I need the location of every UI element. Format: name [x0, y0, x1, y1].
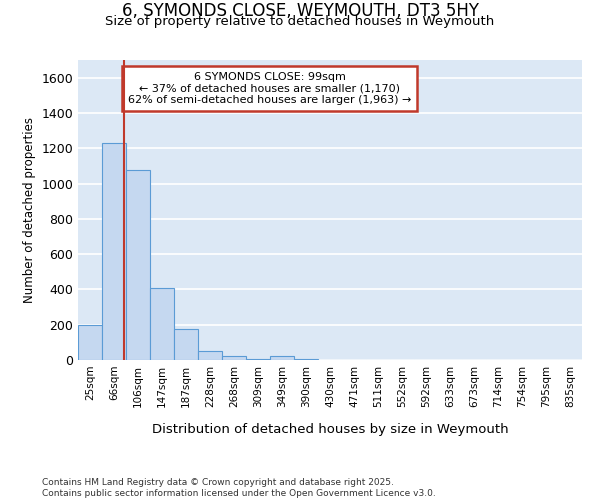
Bar	[198, 351, 222, 360]
Bar	[174, 329, 198, 360]
Bar	[126, 170, 150, 360]
Y-axis label: Number of detached properties: Number of detached properties	[23, 117, 36, 303]
Bar	[270, 356, 294, 360]
Bar	[78, 324, 102, 360]
Text: Contains HM Land Registry data © Crown copyright and database right 2025.
Contai: Contains HM Land Registry data © Crown c…	[42, 478, 436, 498]
Text: 6 SYMONDS CLOSE: 99sqm
← 37% of detached houses are smaller (1,170)
62% of semi-: 6 SYMONDS CLOSE: 99sqm ← 37% of detached…	[128, 72, 411, 105]
Text: Distribution of detached houses by size in Weymouth: Distribution of detached houses by size …	[152, 422, 508, 436]
Bar	[150, 288, 174, 360]
Bar	[222, 356, 246, 360]
Text: Size of property relative to detached houses in Weymouth: Size of property relative to detached ho…	[106, 15, 494, 28]
Bar	[246, 358, 270, 360]
Bar	[294, 358, 318, 360]
Text: 6, SYMONDS CLOSE, WEYMOUTH, DT3 5HY: 6, SYMONDS CLOSE, WEYMOUTH, DT3 5HY	[121, 2, 479, 21]
Bar	[102, 143, 126, 360]
